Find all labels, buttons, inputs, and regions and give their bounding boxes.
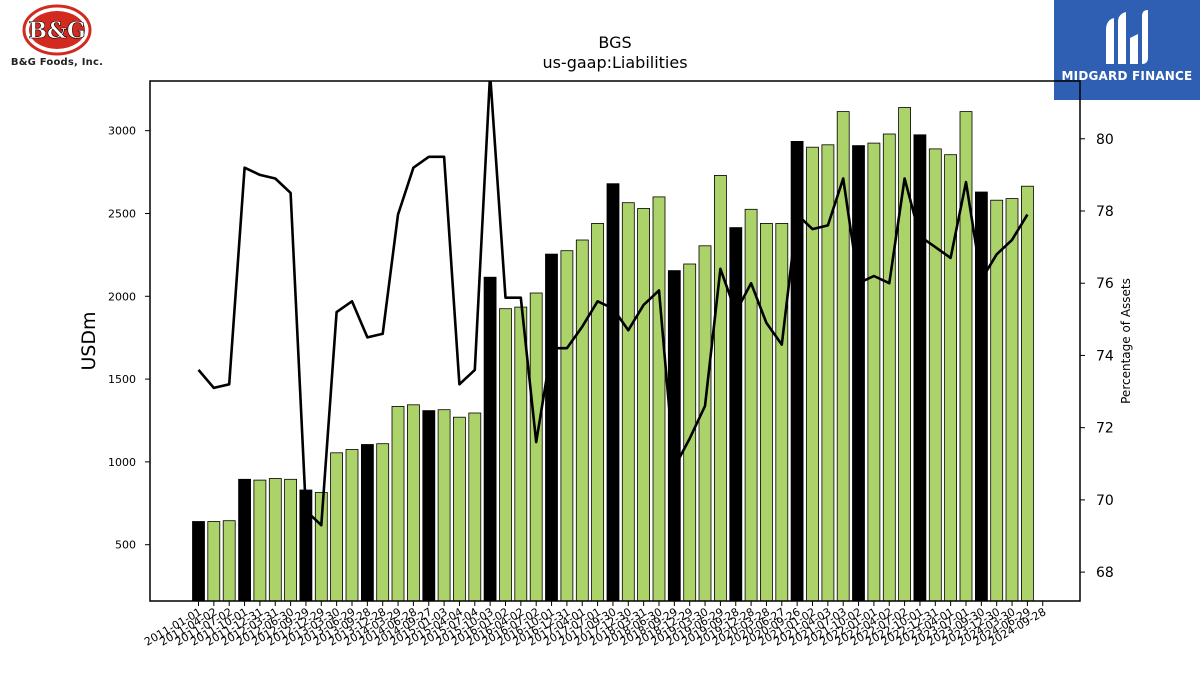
bar <box>268 478 282 602</box>
bar <box>852 145 865 602</box>
y2-axis-label: Percentage of Assets <box>1119 278 1133 404</box>
company-name: B&G Foods, Inc. <box>10 57 104 68</box>
y-tick-label: 500 <box>115 539 136 552</box>
bar <box>652 196 666 602</box>
company-logo-text: B&G <box>28 18 85 44</box>
bar <box>360 444 374 602</box>
bar <box>867 142 881 602</box>
bar <box>560 250 574 602</box>
publisher-logo-mark <box>1106 10 1148 64</box>
percentage-line <box>197 81 1029 527</box>
y2-tick-label: 76 <box>1096 276 1114 292</box>
y2-tick-label: 70 <box>1096 493 1114 509</box>
bar <box>422 410 436 602</box>
x-axis: 2011-01-012011-04-022011-07-022011-10-01… <box>142 601 1048 649</box>
bar <box>760 222 773 602</box>
bar <box>882 133 896 602</box>
y-tick-label: 2000 <box>108 290 136 303</box>
bar <box>806 146 819 602</box>
bar <box>698 245 712 602</box>
bar <box>1021 185 1034 602</box>
bar <box>284 478 298 602</box>
chart-subtitle: us-gaap:Liabilities <box>542 53 687 72</box>
bar <box>775 222 789 602</box>
y2-tick-label: 80 <box>1096 132 1114 148</box>
y-axis-label: USDm <box>78 311 100 370</box>
bar <box>376 443 390 602</box>
company-logo: B&G B&G Foods, Inc. <box>4 4 108 70</box>
y2-tick-label: 68 <box>1096 565 1114 581</box>
bar <box>514 306 528 602</box>
bar <box>944 154 957 602</box>
y-axis: 500 1000 1500 2000 2500 3000 <box>108 125 150 552</box>
y2-tick-label: 78 <box>1096 204 1114 220</box>
bar <box>253 479 267 602</box>
bar <box>406 404 420 602</box>
bar <box>207 521 221 602</box>
bar <box>621 202 635 602</box>
bar <box>483 276 497 602</box>
y2-tick-label: 72 <box>1096 421 1114 437</box>
bar <box>729 227 743 602</box>
bar <box>238 478 252 602</box>
bar <box>545 253 558 602</box>
bar <box>391 405 405 602</box>
bar <box>606 183 620 602</box>
percentage-line-series <box>197 81 1029 527</box>
y2-tick-label: 74 <box>1096 348 1114 364</box>
bar-series <box>192 107 1034 602</box>
bar <box>637 208 650 602</box>
y-tick-label: 1500 <box>108 373 136 386</box>
bar <box>345 449 359 602</box>
chart-title: BGS <box>598 33 631 52</box>
company-logo-mark: B&G <box>22 4 92 56</box>
y2-axis: 68 70 72 74 76 78 80 <box>1080 132 1114 581</box>
bar <box>591 222 604 602</box>
bar <box>790 140 804 602</box>
bar <box>222 520 236 602</box>
bar <box>499 308 512 602</box>
bar <box>437 409 451 602</box>
bar <box>928 148 942 602</box>
bar <box>667 270 681 602</box>
bar <box>575 239 589 602</box>
y-tick-label: 1000 <box>108 456 136 469</box>
bar <box>330 452 344 602</box>
bar <box>452 416 466 602</box>
bar <box>714 174 727 602</box>
publisher-logo: MIDGARD FINANCE <box>1054 0 1200 100</box>
bar <box>1005 198 1019 602</box>
bar <box>192 521 205 602</box>
plot-area-frame <box>149 80 1081 602</box>
bar <box>468 412 482 602</box>
bar <box>913 134 927 602</box>
bar <box>529 292 543 602</box>
y-tick-label: 3000 <box>108 125 136 138</box>
y-tick-label: 2500 <box>108 207 136 220</box>
publisher-name: MIDGARD FINANCE <box>1061 69 1193 83</box>
bar <box>744 208 758 602</box>
